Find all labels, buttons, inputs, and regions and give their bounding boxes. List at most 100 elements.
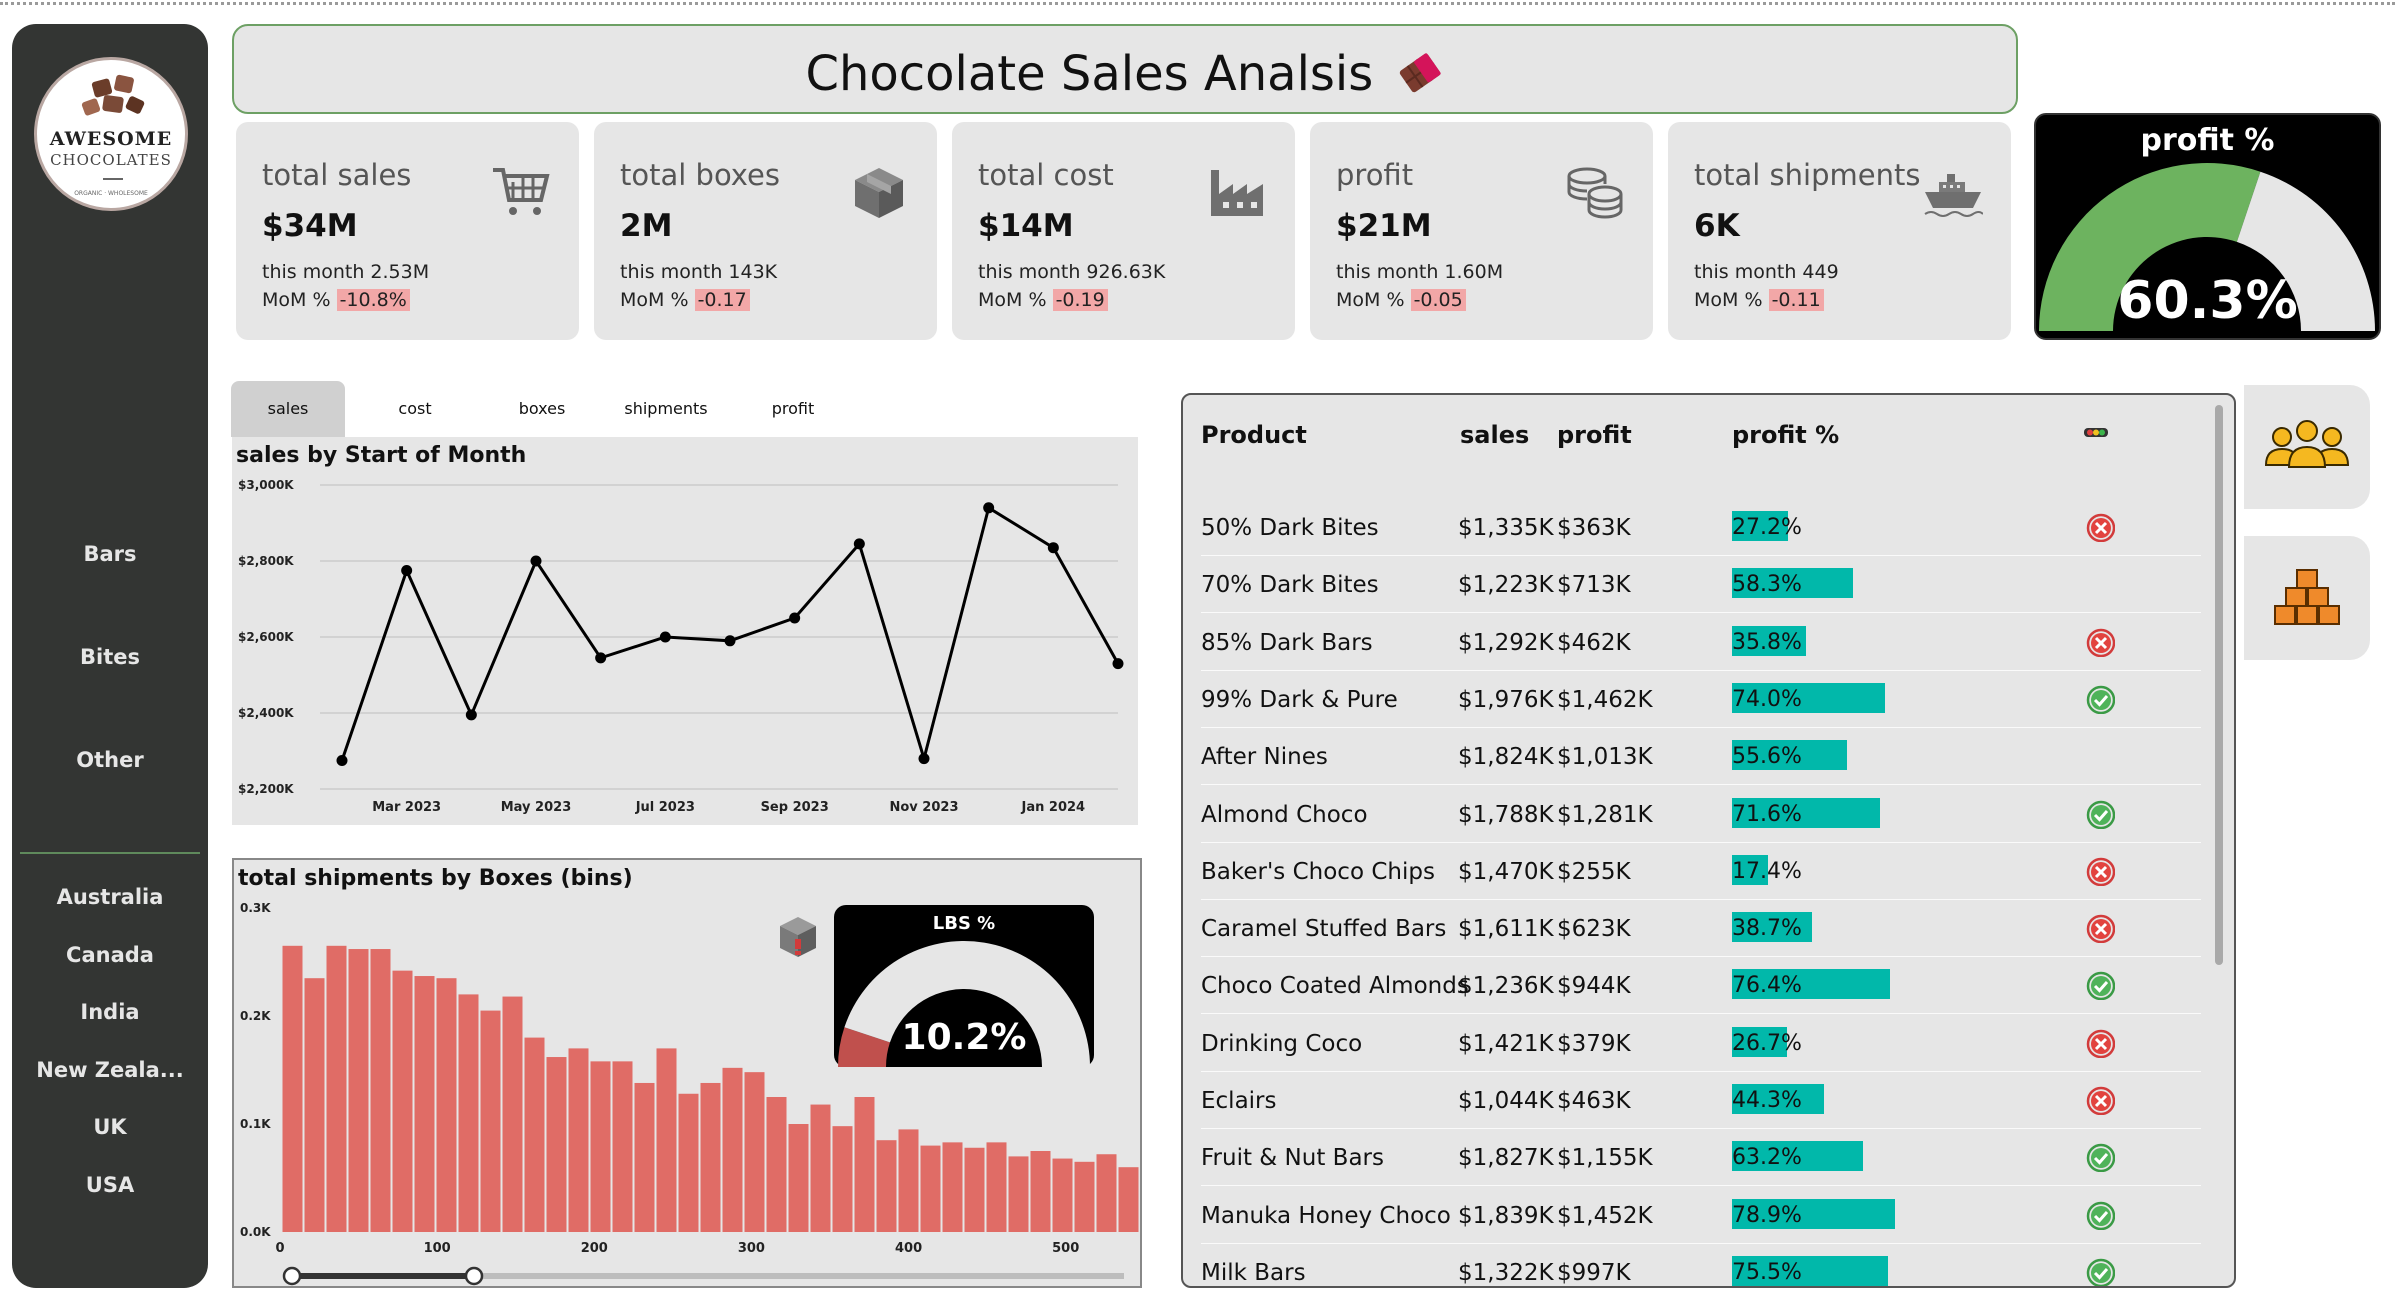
histogram-bar[interactable] [590,1061,611,1232]
status-check-icon [2086,685,2115,714]
histogram-bar[interactable] [436,978,457,1232]
sales-data-point[interactable] [983,502,995,514]
sales-data-point[interactable] [659,631,671,643]
cell-profit: $1,155K [1557,1145,1653,1172]
histogram-bar[interactable] [568,1048,589,1232]
sidebar-category-other[interactable]: Other [76,748,144,772]
shopping-cart-icon [493,168,550,215]
histogram-bar[interactable] [480,1010,501,1232]
table-row[interactable]: 70% Dark Bites $1,223K $713K 58.3% [1201,556,2201,614]
sidebar-country-usa[interactable]: USA [85,1173,135,1197]
histogram-bar[interactable] [370,949,391,1232]
sales-data-point[interactable] [789,612,801,624]
histogram-bar[interactable] [546,1057,567,1232]
histogram-bar[interactable] [1118,1167,1139,1232]
header-product[interactable]: Product [1201,421,1307,449]
tab-boxes[interactable]: boxes [518,399,566,418]
sales-data-point[interactable] [336,755,348,766]
table-row[interactable]: Caramel Stuffed Bars $1,611K $623K 38.7% [1201,900,2201,958]
histogram-bar[interactable] [986,1142,1007,1232]
sidebar-country-canada[interactable]: Canada [66,943,154,967]
table-row[interactable]: Manuka Honey Choco $1,839K $1,452K 78.9% [1201,1187,2201,1244]
histogram-bar[interactable] [964,1147,985,1232]
histogram-bar[interactable] [766,1097,787,1232]
table-row[interactable]: 99% Dark & Pure $1,976K $1,462K 74.0% [1201,671,2201,728]
sales-data-point[interactable] [1047,542,1059,554]
table-row[interactable]: Choco Coated Almonds $1,236K $944K 76.4% [1201,957,2201,1015]
tab-sales[interactable]: sales [231,381,345,437]
histogram-bar[interactable] [348,949,369,1232]
cell-profit: $379K [1557,1030,1631,1057]
histogram-bar[interactable] [656,1048,677,1232]
status-cross-icon [2086,914,2115,944]
sidebar-country-australia[interactable]: Australia [56,885,164,909]
histogram-bar[interactable] [458,994,479,1232]
histogram-bar[interactable] [744,1072,765,1232]
kpi-card-total-sales: total sales $34M this month 2.53M MoM % … [236,122,579,340]
histogram-bar[interactable] [1074,1161,1095,1232]
table-row[interactable]: Drinking Coco $1,421K $379K 26.7% [1201,1015,2201,1072]
sales-data-point[interactable] [1112,658,1124,670]
histogram-bar[interactable] [920,1145,941,1232]
histogram-bar[interactable] [854,1097,875,1232]
histogram-bar[interactable] [876,1140,897,1232]
histogram-bar[interactable] [1096,1154,1117,1232]
range-slider-max-handle[interactable] [464,1266,484,1286]
products-button[interactable] [2244,536,2370,660]
table-row[interactable]: Baker's Choco Chips $1,470K $255K 17.4% [1201,843,2201,900]
table-row[interactable]: Milk Bars $1,322K $997K 75.5% [1201,1244,2201,1286]
table-row[interactable]: 85% Dark Bars $1,292K $462K 35.8% [1201,614,2201,671]
histogram-bar[interactable] [326,945,347,1232]
histogram-bar[interactable] [678,1093,699,1232]
histogram-bar[interactable] [832,1126,853,1232]
range-slider-min-handle[interactable] [282,1266,302,1286]
mom-label: MoM % [620,289,689,311]
header-profit[interactable]: profit [1557,421,1632,449]
histogram-bar[interactable] [1030,1151,1051,1232]
histogram-bar[interactable] [304,978,325,1232]
sidebar-country-new-zealand[interactable]: New Zeala... [36,1058,184,1082]
histogram-bar[interactable] [810,1104,831,1232]
table-row[interactable]: Eclairs $1,044K $463K 44.3% [1201,1072,2201,1129]
tab-cost[interactable]: cost [398,399,432,418]
histogram-bar[interactable] [788,1124,809,1232]
histogram-bar[interactable] [700,1082,721,1232]
sales-data-point[interactable] [595,652,607,664]
sales-data-point[interactable] [853,538,865,550]
tab-shipments[interactable]: shipments [624,399,708,418]
header-sales[interactable]: sales [1460,421,1530,449]
histogram-bar[interactable] [612,1061,633,1232]
y-tick-label: $2,800K [238,554,294,568]
table-scrollbar[interactable] [2215,405,2223,965]
histogram-bar[interactable] [524,1037,545,1232]
sidebar-country-uk[interactable]: UK [93,1115,127,1139]
sales-data-point[interactable] [724,635,736,647]
histogram-bar[interactable] [1052,1158,1073,1232]
sidebar-country-india[interactable]: India [80,1000,140,1024]
table-row[interactable]: Fruit & Nut Bars $1,827K $1,155K 63.2% [1201,1129,2201,1187]
sidebar-category-bites[interactable]: Bites [80,645,140,669]
sales-data-point[interactable] [465,709,477,721]
table-row[interactable]: 50% Dark Bites $1,335K $363K 27.2% [1201,499,2201,556]
table-row[interactable]: After Nines $1,824K $1,013K 55.6% [1201,728,2201,786]
histogram-bar[interactable] [414,976,435,1232]
histogram-bar[interactable] [942,1142,963,1232]
sales-data-point[interactable] [401,565,413,576]
sidebar-category-bars[interactable]: Bars [83,542,137,566]
histogram-bar[interactable] [392,970,413,1232]
histogram-bar[interactable] [722,1067,743,1232]
sales-data-point[interactable] [918,753,930,765]
cell-sales: $1,611K [1458,916,1554,943]
histogram-bar[interactable] [634,1082,655,1232]
histogram-bar[interactable] [1008,1156,1029,1232]
customers-button[interactable] [2244,385,2370,509]
header-profit-percent[interactable]: profit % [1732,421,1840,449]
sales-data-point[interactable] [530,555,542,567]
histogram-bar[interactable] [282,945,303,1232]
histogram-bar[interactable] [898,1129,919,1232]
histogram-bar[interactable] [502,996,523,1232]
tab-profit[interactable]: profit [771,399,815,418]
mom-value: -0.11 [1768,289,1824,311]
table-row[interactable]: Almond Choco $1,788K $1,281K 71.6% [1201,786,2201,843]
cell-sales: $1,292K [1458,629,1554,656]
